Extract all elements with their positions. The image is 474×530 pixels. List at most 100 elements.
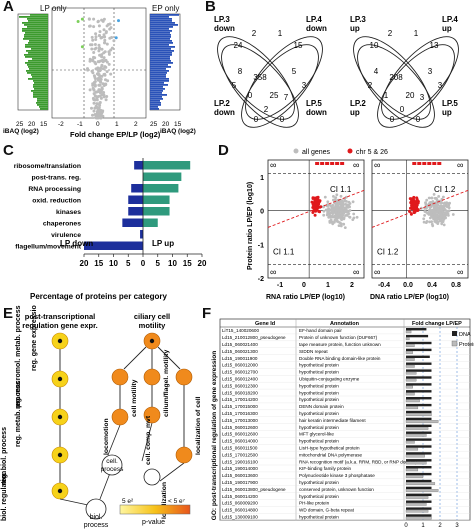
protein-point: [93, 60, 97, 64]
go-node: [175, 368, 193, 386]
gene-point: [423, 214, 426, 217]
venn-set-label: LP.5: [442, 99, 458, 108]
protein-point: [103, 38, 107, 42]
regression-line: [371, 189, 469, 228]
venn-set-label: LP.4: [306, 15, 322, 24]
protein-point: [92, 74, 96, 78]
venn-count: 13: [430, 41, 439, 50]
lp-only-bar: [25, 56, 48, 58]
chr-top-mark: [330, 162, 335, 165]
bar-protein: [405, 440, 415, 444]
protein-point: [94, 94, 98, 98]
gene-point: [432, 210, 435, 214]
lp-only-bar: [19, 16, 48, 18]
ep-only-bar: [150, 42, 173, 44]
panel-f: F Gene Id Annotation Fold change LP/EP LiT1…: [200, 305, 474, 530]
legend-protein-label: Protein: [459, 342, 474, 348]
bar-dna: [406, 383, 432, 386]
bar-lp-down: [122, 218, 143, 227]
gene-point: [422, 220, 426, 224]
ep-only-bar: [150, 44, 169, 46]
gene-table-chart: Gene Id Annotation Fold change LP/EP LiT15_…: [211, 318, 474, 529]
gene-point: [433, 218, 437, 221]
gene-point: [336, 205, 340, 209]
bar-protein: [405, 358, 415, 361]
gene-point: [439, 218, 443, 222]
bar-dna: [406, 410, 432, 414]
lp-only-bar: [24, 24, 48, 26]
lp-only-bar: [32, 58, 48, 60]
head-left-2: regulation gene expr.: [22, 321, 97, 330]
protein-point: [100, 18, 104, 22]
protein-point: [99, 59, 103, 63]
chr-point: [415, 203, 419, 207]
x-tick-label: 10: [109, 259, 118, 268]
venn-count: 0: [400, 105, 405, 114]
gene-annotation: hypothetical protein: [299, 370, 339, 375]
bar-protein: [405, 344, 415, 347]
bar-dna: [406, 328, 427, 331]
legend-chr-swatch: [347, 148, 353, 154]
gene-point: [345, 214, 349, 217]
venn-set-label: LP.2: [214, 99, 230, 108]
tick-label: 25: [150, 121, 158, 128]
venn-count: 5: [292, 67, 297, 76]
protein-point: [92, 51, 96, 54]
venn-count: 8: [238, 67, 243, 76]
protein-point: [109, 72, 113, 76]
gene-point: [339, 207, 343, 211]
gene-point: [348, 209, 352, 212]
x-tick-label: 5: [156, 259, 161, 268]
category-bar-chart: ribosome/translation post-trans. reg. RNA …: [14, 158, 207, 301]
protein-point: [97, 95, 100, 98]
bar-lp-down: [84, 241, 143, 250]
protein-point: [104, 30, 108, 34]
bar-dna: [406, 403, 432, 407]
protein-point: [94, 77, 97, 81]
bar-protein: [405, 364, 415, 368]
gene-point: [329, 211, 332, 215]
venn-count: 1: [384, 91, 389, 100]
gene-annotation: hypothetical protein: [299, 397, 339, 402]
edge: [107, 424, 121, 456]
xlabel-c: Percentage of proteins per category: [30, 292, 167, 301]
chr-top-mark: [325, 162, 330, 165]
ep-only-bar: [150, 14, 179, 16]
lp-only-bar: [34, 82, 48, 84]
bar-dna: [406, 362, 432, 365]
go-node: [111, 408, 129, 426]
protein-point: [98, 34, 101, 37]
lp-only-bar: [28, 78, 48, 80]
protein-point: [90, 43, 94, 47]
ep-only-bar: [150, 28, 169, 30]
gene-point: [441, 208, 445, 211]
venn-set-label: down: [214, 24, 235, 33]
protein-point: [103, 41, 107, 45]
chr-point: [409, 199, 413, 203]
gene-point: [433, 213, 437, 216]
gene-point: [447, 206, 451, 210]
lp-only-bar: [34, 88, 48, 90]
chr-point: [318, 210, 322, 214]
ep-only-bar: [150, 22, 175, 24]
xlabel-a: Fold change EP/LP (log2): [70, 130, 161, 139]
panel-e: E post-transcriptional regulation gene ex…: [0, 305, 200, 530]
gene-point: [332, 195, 335, 198]
ep-only-bar: [150, 64, 168, 66]
infinity-mark: ∞: [353, 267, 359, 277]
lp-only-bar: [29, 68, 48, 70]
x-tick-label: 0.4: [427, 282, 437, 289]
chr-point: [314, 198, 318, 202]
gene-annotation: WD domain, G-beta repeat: [299, 508, 355, 513]
bar-protein: [405, 427, 429, 430]
ep-only-bar: [150, 56, 170, 58]
ep-only-bar: [150, 100, 160, 102]
protein-point: [94, 35, 98, 39]
gene-point: [430, 222, 434, 226]
ep-only-bar: [150, 34, 171, 36]
lp-only-bar: [31, 90, 48, 92]
ep-only-bar: [150, 92, 162, 94]
gene-point: [337, 213, 341, 217]
